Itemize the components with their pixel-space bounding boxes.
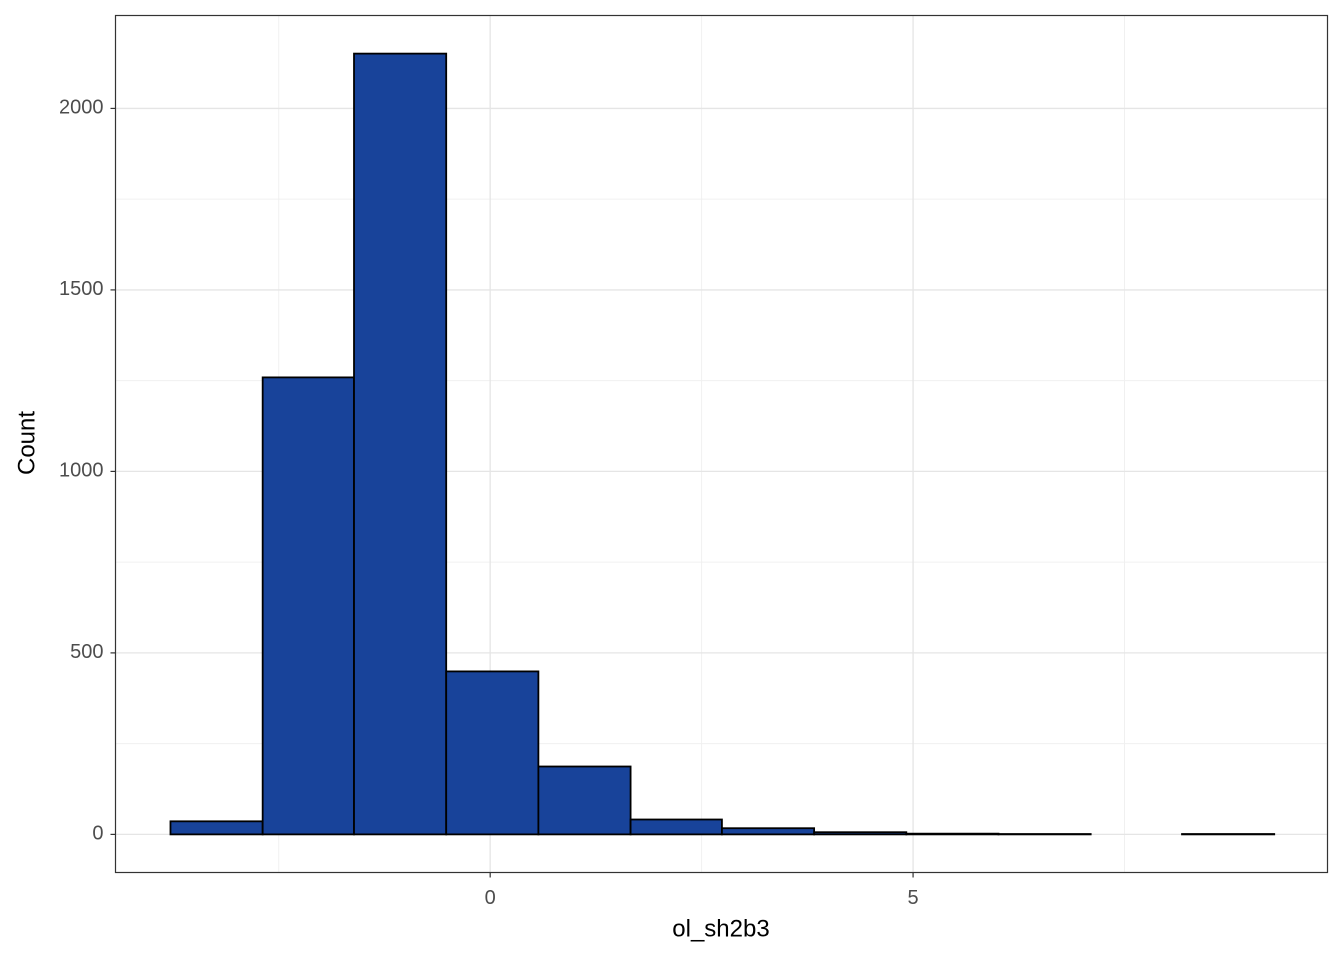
y-tick-label: 500 <box>70 641 103 663</box>
y-tick-label: 1500 <box>59 278 104 300</box>
bar <box>629 818 723 836</box>
panel-border <box>114 14 1329 874</box>
bar <box>813 831 908 836</box>
x-axis-title: ol_sh2b3 <box>672 915 769 942</box>
bar <box>169 820 264 836</box>
bar <box>537 765 632 836</box>
x-tick-label: 0 <box>485 887 496 909</box>
y-tick-label: 1000 <box>59 460 104 482</box>
y-tick-label: 2000 <box>59 97 104 119</box>
bar <box>353 52 448 836</box>
bar <box>261 376 355 836</box>
x-tick-label: 5 <box>908 887 919 909</box>
y-tick-label: 0 <box>92 823 103 845</box>
bar <box>721 827 816 836</box>
y-axis-title: Count <box>13 411 40 475</box>
bars <box>169 52 1276 836</box>
bar <box>445 670 540 836</box>
bar <box>905 832 1000 836</box>
